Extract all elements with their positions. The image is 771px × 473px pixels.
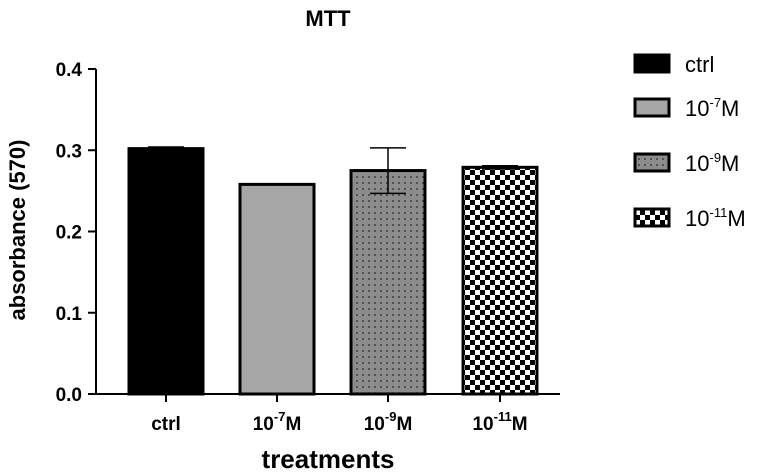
- legend-swatch-3: [633, 207, 671, 228]
- x-axis: ctrl 10-7M 10-9M 10-11M: [96, 393, 560, 435]
- y-tick-label: 0.1: [56, 304, 83, 325]
- bar-2: [349, 169, 427, 396]
- x-tick-label-exponent: -11: [494, 409, 512, 424]
- y-tick-label: 0.2: [56, 223, 82, 244]
- legend-swatch-1: [633, 97, 671, 118]
- legend-label-unit: M: [727, 206, 745, 231]
- bar-0: [127, 147, 205, 396]
- legend-label-exponent: -7: [709, 95, 721, 110]
- legend-label-0: ctrl: [685, 52, 714, 77]
- x-tick-label-exponent: -9: [385, 409, 397, 424]
- y-axis: 0.0 0.1 0.2 0.3 0.4: [56, 60, 97, 406]
- y-tick-label: 0.4: [56, 60, 83, 81]
- x-tick-label-unit: M: [396, 414, 412, 435]
- legend-swatch-0: [633, 53, 671, 74]
- x-tick-label-3: 10-11M: [472, 409, 527, 435]
- legend-label-3: 10-11M: [685, 205, 746, 231]
- legend-label-1: 10-7M: [685, 95, 739, 121]
- x-axis-label: treatments: [262, 444, 395, 473]
- bars-group: [127, 146, 539, 396]
- bar-1: [238, 182, 316, 396]
- y-tick-label: 0.0: [56, 385, 82, 406]
- y-tick-label: 0.3: [56, 141, 82, 162]
- legend-label-2: 10-9M: [685, 150, 739, 176]
- x-tick-label-base: ctrl: [151, 414, 181, 435]
- x-tick-label-1: 10-7M: [253, 409, 302, 435]
- x-tick-label-exponent: -7: [274, 409, 286, 424]
- legend-label-base: 10: [685, 206, 709, 231]
- legend-label-base: 10: [685, 151, 709, 176]
- bar-3: [461, 165, 539, 396]
- legend-label-unit: M: [721, 151, 739, 176]
- legend-label-unit: M: [721, 96, 739, 121]
- legend-label-exponent: -11: [709, 205, 727, 220]
- legend-label-exponent: -9: [709, 150, 721, 165]
- x-tick-label-base: 10: [364, 414, 385, 435]
- x-tick-label-unit: M: [512, 414, 528, 435]
- legend-label-base: 10: [685, 96, 709, 121]
- x-tick-label-unit: M: [285, 414, 301, 435]
- chart-title: MTT: [305, 6, 351, 31]
- x-tick-label-2: 10-9M: [364, 409, 413, 435]
- legend-label-base: ctrl: [685, 52, 714, 77]
- x-tick-label-base: 10: [472, 414, 493, 435]
- x-tick-label-0: ctrl: [151, 414, 181, 435]
- legend-swatch-2: [633, 152, 671, 173]
- y-axis-label: absorbance (570): [5, 140, 30, 321]
- x-tick-label-base: 10: [253, 414, 274, 435]
